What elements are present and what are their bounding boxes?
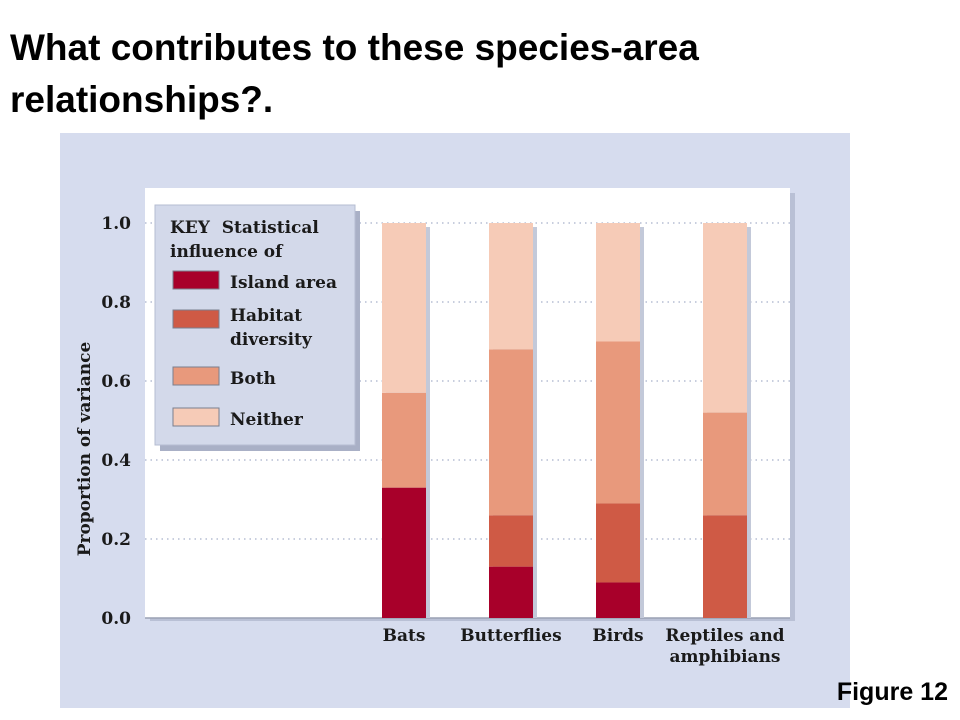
y-tick-label: 0.0 — [101, 609, 131, 629]
y-axis-label: Proportion of variance — [75, 342, 95, 557]
legend-swatch — [172, 270, 220, 290]
bar-segment — [596, 582, 640, 618]
legend-label: Neither — [230, 410, 304, 430]
bar-segment — [382, 392, 426, 488]
legend-label: Habitat — [230, 306, 302, 326]
bar-segment — [596, 341, 640, 504]
y-tick-label: 0.8 — [101, 293, 131, 313]
bar-segment — [489, 349, 533, 516]
x-axis-labels: Bats Butterflies Birds Reptiles andamphibia… — [383, 626, 785, 667]
y-tick-label: 0.2 — [101, 530, 131, 550]
legend-title-line-2: influence of — [170, 242, 284, 262]
bar-segment — [703, 515, 747, 618]
x-tick-label: Bats — [383, 626, 426, 646]
bar-segment — [703, 412, 747, 516]
legend-swatch — [172, 407, 220, 427]
x-tick-label: amphibians — [670, 647, 781, 667]
bar-segment — [489, 566, 533, 618]
x-tick-label: Reptiles and — [665, 626, 784, 646]
legend-title-line-1: KEY Statistical — [170, 218, 319, 238]
bar-segment — [382, 487, 426, 618]
x-tick-label: Birds — [592, 626, 643, 646]
bar-segment — [596, 503, 640, 583]
legend-label: Island area — [230, 273, 337, 293]
y-tick-label: 0.6 — [101, 372, 131, 392]
x-tick-label: Butterflies — [460, 626, 561, 646]
bar-segment — [489, 515, 533, 567]
legend-label: diversity — [230, 330, 313, 350]
legend-items: Island area Habitat diversity Both Neither — [172, 270, 337, 430]
slide-title: What contributes to these species-area r… — [10, 22, 910, 126]
slide-title-line-2: relationships?. — [10, 79, 274, 120]
bar-segment — [382, 223, 426, 393]
legend: KEY Statistical influence of Island area… — [154, 204, 360, 451]
bar-segment — [703, 223, 747, 413]
figure-label: Figure 12 — [836, 678, 948, 706]
bar-segment — [489, 223, 533, 350]
y-axis-ticks: 0.0 0.2 0.4 0.6 0.8 1.0 — [101, 214, 131, 629]
y-tick-label: 0.4 — [101, 451, 131, 471]
y-tick-label: 1.0 — [101, 214, 131, 234]
legend-swatch — [172, 309, 220, 329]
legend-label: Both — [230, 369, 276, 389]
bar-group — [382, 223, 751, 618]
stacked-bar-chart: 0.0 0.2 0.4 0.6 0.8 1.0 Proportion of varianc… — [75, 188, 795, 667]
figure-panel: 0.0 0.2 0.4 0.6 0.8 1.0 Proportion of varianc… — [60, 133, 850, 708]
bar-segment — [596, 223, 640, 342]
slide-title-line-1: What contributes to these species-area — [10, 27, 699, 68]
legend-swatch — [172, 366, 220, 386]
